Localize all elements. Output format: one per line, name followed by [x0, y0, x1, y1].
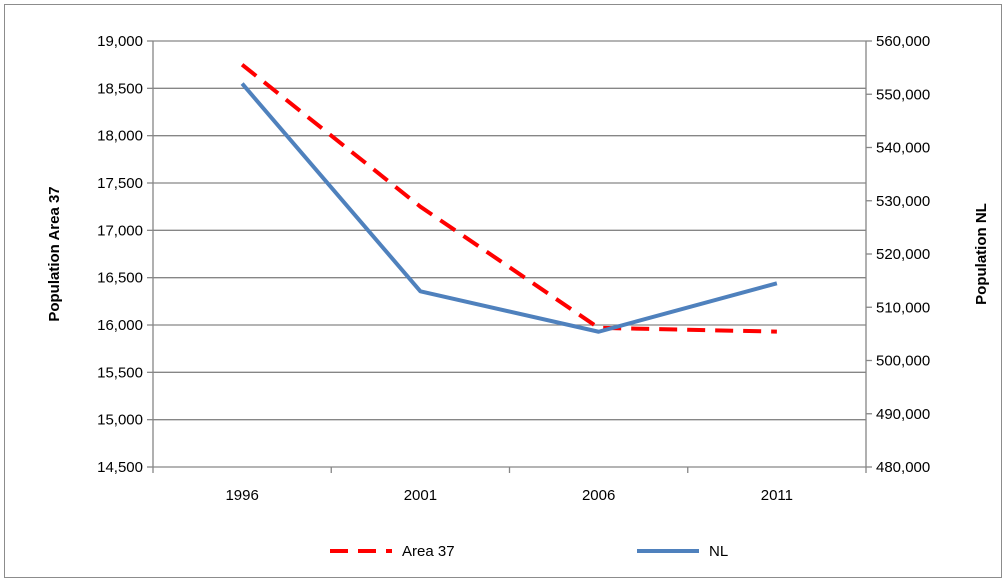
- axes: [147, 40, 872, 473]
- left-tick-label: 16,000: [97, 317, 143, 334]
- left-tick-label: 19,000: [97, 33, 143, 50]
- left-tick-label: 14,500: [97, 459, 143, 476]
- left-tick-label: 17,000: [97, 222, 143, 239]
- legend-label: Area 37: [402, 543, 455, 560]
- series-line-area-37: [240, 63, 777, 334]
- x-tick-label: 1996: [225, 487, 258, 504]
- chart-frame: [4, 4, 1002, 578]
- right-tick-label: 530,000: [876, 193, 930, 210]
- left-tick-label: 18,000: [97, 128, 143, 145]
- right-tick-label: 490,000: [876, 406, 930, 423]
- right-axis-title: Population NL: [973, 203, 990, 305]
- x-tick-label: 2001: [404, 487, 437, 504]
- left-tick-label: 16,500: [97, 270, 143, 287]
- gridlines: [153, 40, 866, 421]
- left-axis-title: Population Area 37: [46, 186, 63, 321]
- x-tick-labels: 1996 2001 2006 2011: [225, 487, 793, 504]
- left-tick-label: 17,500: [97, 175, 143, 192]
- right-tick-label: 550,000: [876, 86, 930, 103]
- legend-label: NL: [709, 543, 728, 560]
- left-tick-label: 15,000: [97, 412, 143, 429]
- right-tick-labels: 480,000 490,000 500,000 510,000 520,000 530,0…: [876, 33, 930, 476]
- left-tick-label: 15,500: [97, 364, 143, 381]
- series-lines: [240, 63, 778, 334]
- left-tick-label: 18,500: [97, 80, 143, 97]
- right-tick-label: 560,000: [876, 33, 930, 50]
- x-tick-label: 2011: [761, 487, 793, 504]
- right-tick-label: 510,000: [876, 299, 930, 316]
- right-tick-label: 520,000: [876, 246, 930, 263]
- right-tick-label: 500,000: [876, 353, 930, 370]
- right-tick-label: 480,000: [876, 459, 930, 476]
- right-tick-label: 540,000: [876, 140, 930, 157]
- legend: Area 37 NL: [330, 543, 728, 560]
- series-line-nl: [240, 82, 778, 334]
- x-tick-label: 2006: [582, 487, 615, 504]
- left-tick-labels: 14,500 15,000 15,500 16,000 16,500 17,000 17,5…: [97, 33, 143, 476]
